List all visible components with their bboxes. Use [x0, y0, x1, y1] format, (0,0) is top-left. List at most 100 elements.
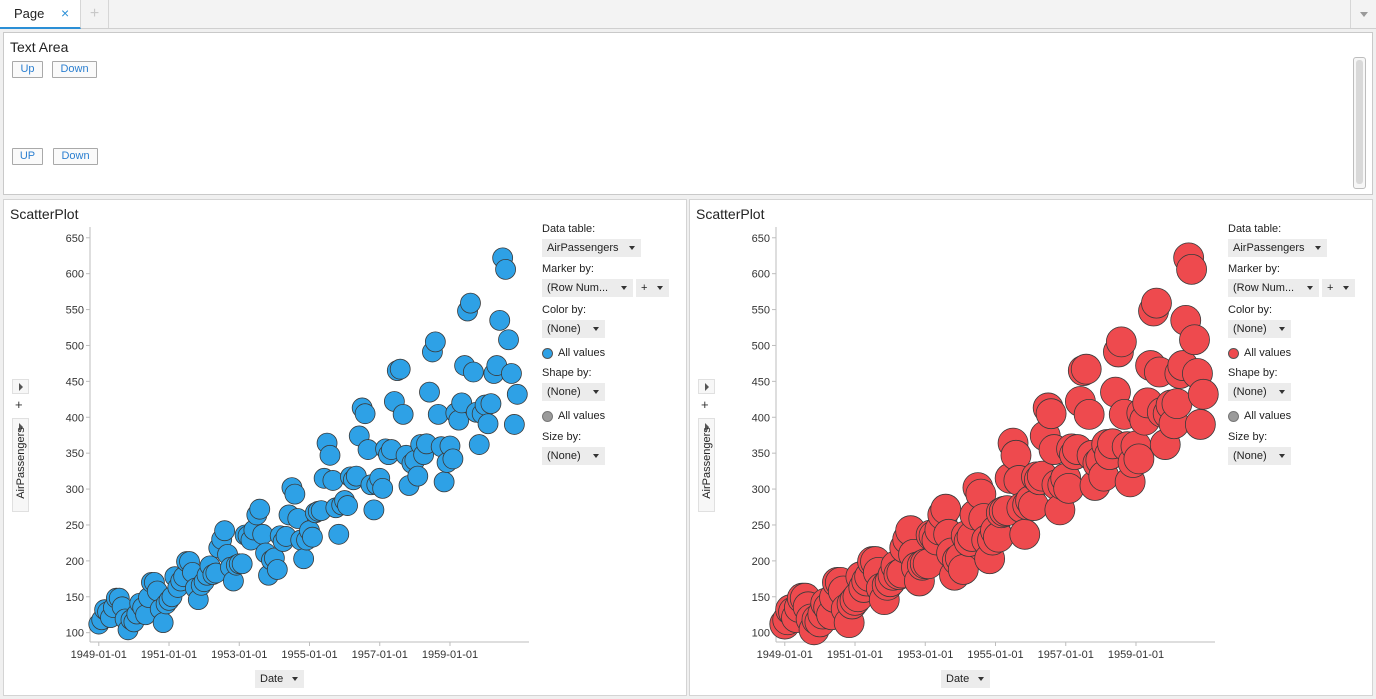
size-by-dropdown[interactable]: (None) — [1228, 447, 1291, 465]
data-point[interactable] — [503, 414, 525, 435]
data-point[interactable] — [506, 383, 528, 405]
y-axis-selector[interactable]: AirPassengers — [698, 418, 715, 512]
y-tick-label: 600 — [66, 269, 84, 281]
vertical-scrollbar[interactable] — [1353, 57, 1366, 189]
data-point[interactable] — [1073, 398, 1105, 430]
data-point[interactable] — [433, 471, 455, 493]
data-table-dropdown[interactable]: AirPassengers — [1228, 239, 1327, 257]
data-point[interactable] — [427, 403, 449, 425]
tab-page[interactable]: Page × — [0, 0, 81, 29]
data-point[interactable] — [1161, 388, 1193, 420]
data-point[interactable] — [372, 477, 394, 499]
x-tick-label: 1953-01-01 — [211, 649, 267, 661]
data-point[interactable] — [407, 465, 429, 487]
data-point[interactable] — [284, 483, 306, 505]
x-axis-selector-value: Date — [260, 673, 284, 685]
data-point[interactable] — [419, 381, 440, 403]
close-icon[interactable]: × — [61, 5, 70, 21]
up-button-2[interactable]: UP — [12, 148, 43, 165]
down-button[interactable]: Down — [52, 61, 97, 78]
expand-axis-control[interactable] — [12, 379, 29, 394]
data-point[interactable] — [424, 331, 446, 353]
data-point[interactable] — [1009, 518, 1041, 550]
data-point[interactable] — [498, 329, 519, 351]
shape-by-value: (None) — [1233, 386, 1267, 398]
y-axis-selector[interactable]: AirPassengers — [12, 418, 29, 512]
data-point[interactable] — [495, 258, 516, 280]
data-point[interactable] — [462, 361, 484, 383]
data-point[interactable] — [1105, 326, 1137, 358]
data-point[interactable] — [392, 403, 414, 425]
shape-by-dropdown[interactable]: (None) — [1228, 383, 1291, 401]
shape-legend-dot — [1228, 411, 1239, 422]
down-button-2[interactable]: Down — [53, 148, 98, 165]
marker-by-add-button[interactable]: + — [1322, 279, 1355, 297]
data-point[interactable] — [1176, 253, 1207, 285]
y-tick-label: 450 — [752, 376, 770, 388]
add-tab-button[interactable]: + — [81, 0, 109, 28]
data-point[interactable] — [249, 498, 271, 520]
data-point[interactable] — [460, 292, 481, 314]
data-point[interactable] — [328, 523, 350, 545]
data-table-dropdown[interactable]: AirPassengers — [542, 239, 641, 257]
data-point[interactable] — [1123, 443, 1155, 475]
data-point[interactable] — [363, 499, 385, 521]
data-point[interactable] — [442, 448, 464, 470]
color-by-dropdown[interactable]: (None) — [1228, 320, 1291, 338]
chevron-down-icon — [292, 677, 298, 681]
size-by-label: Size by: — [1228, 431, 1268, 443]
chevron-down-icon — [593, 390, 599, 394]
data-point[interactable] — [477, 413, 499, 435]
data-point[interactable] — [389, 358, 411, 380]
data-point[interactable] — [231, 553, 253, 575]
data-point[interactable] — [319, 444, 341, 466]
data-point[interactable] — [354, 403, 376, 425]
data-point[interactable] — [1070, 353, 1102, 385]
color-by-dropdown[interactable]: (None) — [542, 320, 605, 338]
data-point[interactable] — [1018, 490, 1049, 521]
data-point[interactable] — [337, 495, 358, 516]
x-axis-selector[interactable]: Date — [255, 670, 304, 688]
y-tick-label: 650 — [752, 233, 770, 245]
data-point[interactable] — [1179, 324, 1210, 356]
marker-by-dropdown[interactable]: (Row Num... — [1228, 279, 1319, 297]
data-point[interactable] — [480, 393, 502, 415]
scatter-chart[interactable]: 100 150 200 250 300 350 400 450 500 550 600 650 1949… — [4, 200, 688, 697]
data-point[interactable] — [1184, 409, 1216, 440]
data-point[interactable] — [1053, 472, 1085, 504]
add-y-axis-button[interactable]: + — [698, 397, 715, 412]
data-point[interactable] — [451, 392, 473, 414]
data-point[interactable] — [468, 434, 490, 455]
chevron-down-icon — [1343, 286, 1349, 290]
data-point[interactable] — [489, 309, 511, 331]
marker-by-add-button[interactable]: + — [636, 279, 669, 297]
data-point[interactable] — [448, 409, 470, 431]
data-point[interactable] — [357, 439, 379, 460]
chevron-down-icon — [1279, 454, 1285, 458]
data-point[interactable] — [252, 523, 274, 545]
chevron-down-icon[interactable] — [1350, 0, 1376, 28]
data-point[interactable] — [1141, 287, 1172, 319]
data-point[interactable] — [214, 520, 236, 542]
scatter-chart[interactable]: 100 150 200 250 300 350 400 450 500 550 600 650 1949… — [690, 200, 1374, 697]
up-button[interactable]: Up — [12, 61, 43, 78]
data-point[interactable] — [266, 559, 288, 580]
chevron-right-icon — [19, 383, 23, 391]
data-point[interactable] — [947, 554, 979, 585]
color-by-label: Color by: — [1228, 304, 1273, 316]
data-point[interactable] — [293, 548, 315, 570]
data-point[interactable] — [1187, 378, 1219, 410]
chevron-down-icon — [657, 286, 663, 290]
data-point[interactable] — [1035, 398, 1067, 430]
data-point[interactable] — [152, 612, 174, 634]
color-by-value: (None) — [547, 323, 581, 335]
marker-by-dropdown[interactable]: (Row Num... — [542, 279, 633, 297]
data-point[interactable] — [322, 470, 344, 491]
x-axis-selector[interactable]: Date — [941, 670, 990, 688]
size-by-dropdown[interactable]: (None) — [542, 447, 605, 465]
add-y-axis-button[interactable]: + — [12, 397, 29, 412]
shape-by-dropdown[interactable]: (None) — [542, 383, 605, 401]
expand-axis-control[interactable] — [698, 379, 715, 394]
data-point[interactable] — [302, 526, 323, 548]
data-point[interactable] — [501, 363, 522, 384]
